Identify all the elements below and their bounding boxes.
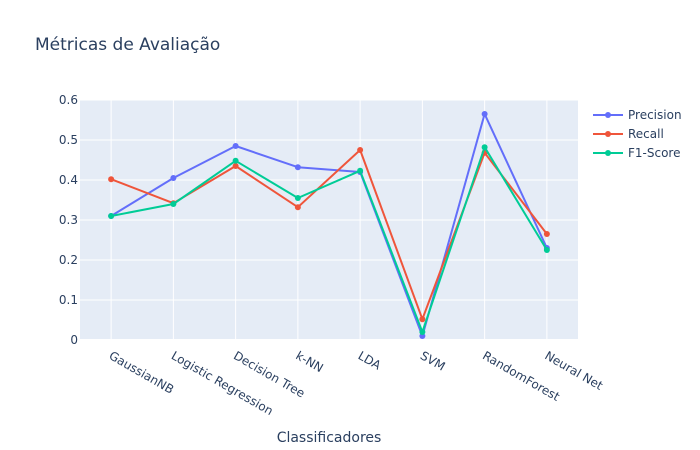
data-point[interactable]	[481, 111, 488, 117]
legend-label: Recall	[628, 127, 664, 141]
y-tick-label: 0.4	[59, 173, 78, 187]
data-point[interactable]	[108, 176, 115, 183]
y-tick-label: 0.2	[59, 253, 78, 267]
legend-swatch-marker	[605, 112, 611, 118]
data-point[interactable]	[357, 147, 364, 153]
data-point[interactable]	[543, 247, 550, 253]
legend-label: Precision	[628, 108, 682, 122]
y-tick-label: 0.1	[59, 293, 78, 307]
y-tick-label: 0	[70, 333, 78, 347]
data-point[interactable]	[481, 144, 488, 151]
data-point[interactable]	[543, 231, 550, 237]
y-tick-label: 0.5	[59, 133, 78, 147]
legend[interactable]: Precision Recall F1-Score	[593, 108, 682, 160]
data-point[interactable]	[357, 167, 364, 174]
data-point[interactable]	[419, 329, 426, 335]
data-point[interactable]	[294, 195, 301, 201]
gridlines	[80, 99, 578, 341]
series-line	[110, 113, 548, 337]
legend-item[interactable]: Recall	[593, 127, 664, 141]
legend-item[interactable]: Precision	[593, 108, 682, 122]
data-point[interactable]	[108, 213, 115, 219]
series-line	[110, 146, 548, 333]
chart-title: Métricas de Avaliação	[35, 35, 220, 55]
data-point[interactable]	[170, 175, 177, 181]
series-f1-score	[108, 144, 550, 335]
data-point[interactable]	[294, 164, 301, 171]
legend-label: F1-Score	[628, 146, 680, 160]
data-point[interactable]	[294, 204, 301, 211]
y-tick-label: 0.3	[59, 213, 78, 227]
y-tick-label: 0.6	[59, 93, 78, 107]
legend-item[interactable]: F1-Score	[593, 146, 680, 160]
legend-swatch-marker	[605, 150, 611, 156]
y-axis-ticks: 0 0.1 0.2 0.3 0.4 0.5 0.6	[59, 93, 78, 347]
data-point[interactable]	[232, 163, 239, 169]
data-point[interactable]	[419, 316, 426, 323]
data-point[interactable]	[232, 143, 239, 149]
series-layer	[108, 111, 550, 339]
data-point[interactable]	[232, 157, 239, 164]
data-point[interactable]	[170, 201, 177, 207]
x-axis-title: Classificadores	[277, 430, 382, 446]
legend-swatch-marker	[605, 131, 611, 137]
